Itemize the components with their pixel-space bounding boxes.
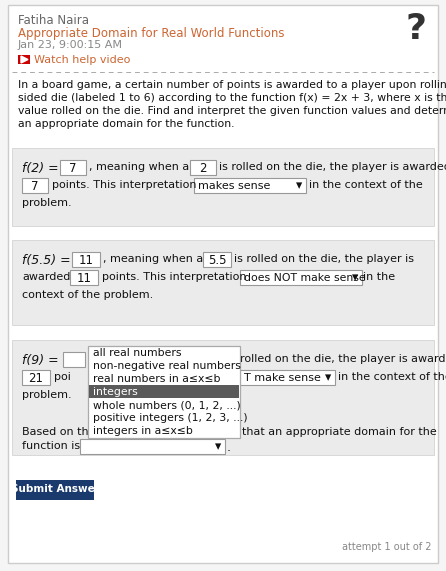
Text: in the context of the: in the context of the: [338, 372, 446, 382]
Text: makes sense: makes sense: [198, 181, 270, 191]
Bar: [22, 370, 50, 385]
Text: 7: 7: [31, 179, 39, 192]
Bar: [190, 160, 216, 175]
Text: real numbers in a≤x≤b: real numbers in a≤x≤b: [93, 374, 220, 384]
Bar: [80, 439, 225, 454]
Text: that an appropriate domain for the: that an appropriate domain for the: [242, 427, 437, 437]
Bar: [240, 270, 362, 285]
Text: T make sense: T make sense: [244, 373, 321, 383]
Text: f(5.5) =: f(5.5) =: [22, 254, 70, 267]
Text: is rolled on the die, the player is awarded: is rolled on the die, the player is awar…: [219, 162, 446, 172]
Polygon shape: [21, 56, 28, 63]
Text: in the: in the: [363, 272, 395, 282]
Text: ▾: ▾: [296, 179, 302, 192]
Text: 5.5: 5.5: [208, 254, 226, 267]
Text: integers in a≤x≤b: integers in a≤x≤b: [93, 426, 193, 436]
Text: ▾: ▾: [352, 271, 358, 284]
Text: problem.: problem.: [22, 390, 72, 400]
Bar: [16, 480, 94, 500]
Bar: [240, 370, 335, 385]
Bar: [88, 346, 240, 438]
Text: does NOT make sense: does NOT make sense: [244, 273, 366, 283]
Text: positive integers (1, 2, 3, ...): positive integers (1, 2, 3, ...): [93, 413, 248, 423]
Text: context of the problem.: context of the problem.: [22, 290, 153, 300]
Text: 11: 11: [77, 271, 91, 284]
Text: ▾: ▾: [325, 372, 331, 384]
Bar: [63, 352, 85, 367]
Text: points. This interpretation: points. This interpretation: [52, 180, 197, 190]
Text: Fatiha Naira: Fatiha Naira: [18, 14, 89, 27]
Text: 2: 2: [199, 162, 207, 175]
Bar: [12, 340, 434, 455]
Bar: [22, 178, 48, 193]
Bar: [203, 252, 231, 267]
Bar: [12, 148, 434, 226]
Text: points. This interpretation: points. This interpretation: [102, 272, 247, 282]
Text: , meaning when a: , meaning when a: [89, 162, 189, 172]
Text: poi: poi: [54, 372, 71, 382]
Bar: [12, 240, 434, 325]
Text: 11: 11: [78, 254, 94, 267]
Text: Appropriate Domain for Real World Functions: Appropriate Domain for Real World Functi…: [18, 27, 285, 40]
Text: .: .: [227, 441, 231, 454]
Text: attempt 1 out of 2: attempt 1 out of 2: [343, 542, 432, 552]
Text: all real numbers: all real numbers: [93, 348, 182, 358]
Bar: [72, 252, 100, 267]
Text: problem.: problem.: [22, 198, 72, 208]
Text: an appropriate domain for the function.: an appropriate domain for the function.: [18, 119, 235, 129]
Text: rolled on the die, the player is awarded: rolled on the die, the player is awarded: [240, 354, 446, 364]
Text: , meaning when a: , meaning when a: [103, 254, 203, 264]
Text: f(9) =: f(9) =: [22, 354, 58, 367]
Text: Jan 23, 9:00:15 AM: Jan 23, 9:00:15 AM: [18, 40, 123, 50]
Text: non-negative real numbers: non-negative real numbers: [93, 361, 241, 371]
Text: function is: function is: [22, 441, 80, 451]
Bar: [60, 160, 86, 175]
Text: 7: 7: [69, 162, 77, 175]
Text: Submit Answer: Submit Answer: [11, 484, 99, 494]
Text: awarded: awarded: [22, 272, 70, 282]
Bar: [18, 55, 30, 64]
Text: In a board game, a certain number of points is awarded to a player upon rolling : In a board game, a certain number of poi…: [18, 80, 446, 90]
Text: sided die (labeled 1 to 6) according to the function f(x) = 2x + 3, where x is t: sided die (labeled 1 to 6) according to …: [18, 93, 446, 103]
Bar: [89, 385, 239, 398]
Text: ▾: ▾: [215, 440, 221, 453]
Text: integers: integers: [93, 387, 138, 397]
Text: Watch help video: Watch help video: [34, 55, 130, 65]
Text: is rolled on the die, the player is: is rolled on the die, the player is: [234, 254, 414, 264]
Text: 21: 21: [29, 372, 44, 384]
Text: value rolled on the die. Find and interpret the given function values and determ: value rolled on the die. Find and interp…: [18, 106, 446, 116]
Bar: [70, 270, 98, 285]
Text: whole numbers (0, 1, 2, ...): whole numbers (0, 1, 2, ...): [93, 400, 241, 410]
Text: f(2) =: f(2) =: [22, 162, 58, 175]
Text: ?: ?: [406, 12, 427, 46]
Text: Based on th: Based on th: [22, 427, 89, 437]
Bar: [194, 178, 306, 193]
Text: in the context of the: in the context of the: [309, 180, 423, 190]
